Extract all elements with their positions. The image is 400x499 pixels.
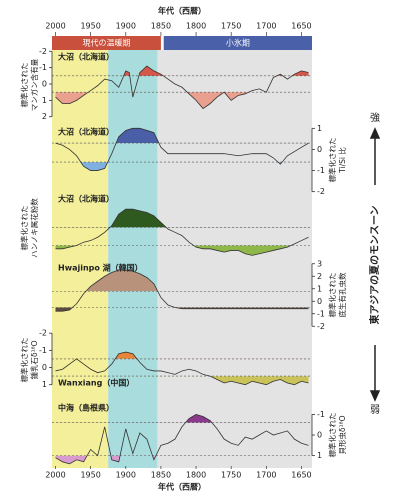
x-tick-label-bottom: 1950 [80, 471, 100, 480]
y-tick-label: -1 [39, 346, 47, 355]
data-line [55, 351, 309, 386]
panel: -2 -1 0 1 2 大沼（北海道） 標準化された マンガン含有量 [19, 47, 312, 121]
y-axis-label: 底生有孔虫数 [337, 272, 347, 317]
y-tick-label: 0 [42, 80, 47, 89]
y-tick-label: 1 [42, 96, 47, 105]
data-line [55, 269, 309, 312]
period-band [163, 36, 312, 50]
x-tick-label-bottom: 1750 [221, 471, 241, 480]
monsoon-label: 東アジアの夏のモンスーン [368, 206, 381, 325]
arrow-up-head [369, 127, 381, 139]
x-tick-label-bottom: 1800 [186, 471, 206, 480]
y-tick-label: 0 [42, 363, 47, 372]
y-tick-label: 1 [317, 451, 322, 460]
x-tick-label-top: 1800 [186, 22, 206, 31]
fill-area [185, 414, 212, 423]
y-tick-label: 2 [42, 112, 47, 121]
y-axis-label: 標準化された [19, 63, 29, 108]
panel: 大沼（北海道） 標準化された ハンノキ属花粉数 [19, 194, 312, 258]
panel: 1 0 -1 -2 大沼（北海道） 標準化された Ti/Si 比 [52, 124, 347, 196]
y-tick-label: 3 [317, 259, 322, 268]
panel-label: 中海（島根県） [58, 403, 114, 413]
data-line [55, 127, 309, 171]
data-line [55, 208, 309, 256]
period-shading [157, 50, 312, 468]
y-tick-label: -2 [39, 47, 47, 56]
y-axis-label: 標準化された [19, 338, 29, 383]
fill-area [55, 128, 309, 144]
period-label: 現代の温暖期 [82, 38, 130, 48]
panel: -1 0 1 中海（島根県） 標準化された 貝形虫δ¹⁸O [52, 403, 347, 465]
x-tick-label-bottom: 1700 [256, 471, 276, 480]
y-tick-label: 1 [317, 124, 322, 133]
y-tick-label: -2 [317, 322, 325, 331]
fill-area [55, 270, 309, 292]
x-tick-label-bottom: 1900 [116, 471, 136, 480]
x-axis-title-top: 年代（西暦） [158, 6, 206, 16]
panel-label: 大沼（北海道） [58, 127, 114, 137]
x-tick-label-top: 1700 [256, 22, 276, 31]
y-axis-label: ハンノキ属花粉数 [29, 198, 39, 258]
arrow-down-head [369, 390, 381, 402]
fill-area [55, 455, 156, 464]
y-axis-label: 貝形虫δ¹⁸O [337, 415, 347, 454]
x-tick-label-bottom: 2000 [45, 471, 65, 480]
weak-label: 弱 [370, 404, 380, 416]
y-tick-label: 0 [317, 297, 322, 306]
y-axis-label: マンガン含有量 [29, 58, 39, 111]
panel: -2 -1 0 1 Wanxiang（中国） 標準化された 鍾乳石δ¹⁸O [19, 329, 312, 389]
y-tick-label: 2 [317, 272, 322, 281]
y-axis-label: 標準化された [327, 273, 337, 318]
period-label: 小氷期 [226, 38, 250, 48]
y-tick-label: 1 [42, 380, 47, 389]
y-axis-label: 鍾乳石δ¹⁸O [29, 340, 39, 379]
y-axis-label: 標準化された [327, 413, 337, 458]
y-axis-label: Ti/Si 比 [337, 147, 347, 174]
x-tick-label-top: 1950 [80, 22, 100, 31]
panel-label: 大沼（北海道） [58, 52, 114, 62]
y-tick-label: -2 [317, 187, 325, 196]
fill-area [55, 92, 249, 109]
fill-area [55, 245, 309, 256]
strong-label: 強 [370, 111, 380, 124]
x-tick-label-top: 1750 [221, 22, 241, 31]
fill-area [55, 376, 309, 385]
y-tick-label: -1 [317, 166, 325, 175]
panel: 3 2 1 0 -1 -2 Hwajinpo 湖（韓国） 標準化された 底生有孔虫数 [52, 259, 347, 331]
x-tick-label-top: 1850 [151, 22, 171, 31]
period-shading [108, 50, 158, 468]
y-tick-label: 0 [317, 145, 322, 154]
arrows [369, 127, 381, 402]
plot-layer: 現代の温暖期 小氷期2000200019501950190019001850185… [19, 22, 347, 480]
fill-area [55, 209, 309, 228]
x-axis-title-bottom: 年代（西暦） [158, 482, 206, 492]
y-tick-label: -2 [39, 329, 47, 338]
y-axis-label: 標準化された [327, 138, 337, 183]
fill-area [80, 162, 283, 171]
x-tick-label-bottom: 1650 [291, 471, 311, 480]
panel-label: Hwajinpo 湖（韓国） [58, 263, 143, 273]
panel-label: Wanxiang（中国） [58, 378, 134, 388]
y-tick-label: -1 [317, 309, 325, 318]
y-tick-label: -1 [317, 410, 325, 419]
fill-area [55, 352, 309, 359]
y-axis-label: 標準化された [19, 206, 29, 251]
period-shading [52, 50, 109, 468]
fill-area [123, 66, 309, 76]
x-tick-label-bottom: 1850 [151, 471, 171, 480]
data-line [55, 413, 309, 465]
y-tick-label: -1 [39, 63, 47, 72]
y-tick-label: 1 [317, 284, 322, 293]
period-band [52, 36, 161, 50]
data-line [55, 65, 309, 110]
y-tick-label: 0 [317, 431, 322, 440]
x-tick-label-top: 2000 [45, 22, 65, 31]
x-tick-label-top: 1650 [291, 22, 311, 31]
x-tick-label-top: 1900 [116, 22, 136, 31]
panel-label: 大沼（北海道） [58, 194, 114, 204]
